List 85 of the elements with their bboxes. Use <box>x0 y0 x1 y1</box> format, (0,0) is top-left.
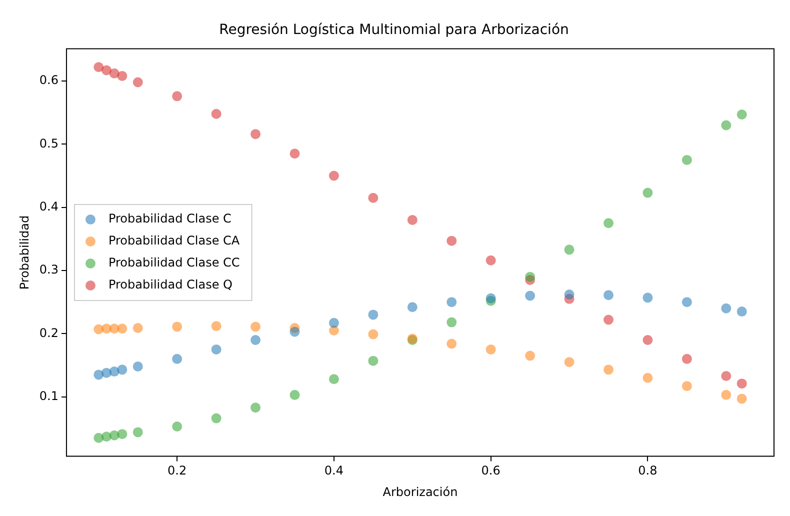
point <box>211 344 222 354</box>
point <box>446 338 457 349</box>
point <box>250 129 261 140</box>
point <box>132 322 143 333</box>
point <box>132 427 143 438</box>
y-tick-label: 0.6 <box>39 73 58 88</box>
point <box>564 357 574 368</box>
point <box>94 62 104 72</box>
point <box>328 170 339 181</box>
x-tick-label: 0.8 <box>638 464 658 478</box>
x-tick-label: 0.6 <box>481 464 500 478</box>
point <box>132 77 143 88</box>
point <box>172 322 182 332</box>
point <box>250 334 261 345</box>
point <box>721 303 732 314</box>
point <box>736 378 747 389</box>
point <box>101 65 112 76</box>
x-tick-label: 0.4 <box>324 464 344 478</box>
point <box>525 272 536 282</box>
point <box>368 192 378 203</box>
point <box>603 314 614 325</box>
point <box>290 148 300 159</box>
point <box>603 290 614 300</box>
point <box>682 381 692 392</box>
point <box>525 290 536 301</box>
point <box>250 322 261 332</box>
point <box>109 68 120 78</box>
legend-label: Probabilidad Clase CC <box>108 256 240 270</box>
point <box>407 302 418 312</box>
legend-label: Probabilidad Clase Q <box>108 278 232 292</box>
x-axis-title: Arborización <box>382 484 458 499</box>
point <box>682 297 692 308</box>
point <box>736 394 747 404</box>
point <box>486 293 496 304</box>
point <box>172 91 182 102</box>
point <box>211 413 222 424</box>
point <box>486 344 496 354</box>
y-tick-label: 0.5 <box>39 136 58 150</box>
point <box>290 390 300 400</box>
point <box>172 354 182 364</box>
point <box>172 422 182 432</box>
point <box>328 374 339 384</box>
point <box>525 350 536 361</box>
point <box>721 120 732 130</box>
point <box>486 255 496 266</box>
point <box>446 317 457 328</box>
y-tick-label: 0.3 <box>39 262 58 277</box>
point <box>407 214 418 225</box>
point <box>446 297 457 308</box>
point <box>211 108 222 119</box>
point <box>642 188 653 198</box>
point <box>736 306 747 317</box>
point <box>446 236 457 246</box>
point <box>368 329 378 340</box>
point <box>642 334 653 345</box>
point <box>642 372 653 383</box>
point <box>736 109 747 120</box>
legend-label: Probabilidad Clase CA <box>108 234 240 248</box>
point <box>328 318 339 328</box>
chart-title: Regresión Logística Multinomial para Arborización <box>219 22 569 38</box>
point <box>368 310 378 320</box>
point <box>211 321 222 332</box>
point <box>368 356 378 366</box>
point <box>132 362 143 372</box>
point <box>682 154 692 165</box>
point <box>721 370 732 381</box>
point <box>682 354 692 364</box>
point <box>721 390 732 400</box>
point <box>290 326 300 337</box>
point <box>603 218 614 228</box>
point <box>564 244 574 255</box>
point <box>564 290 574 300</box>
legend-label: Probabilidad Clase C <box>108 212 232 226</box>
y-tick-label: 0.2 <box>39 326 58 340</box>
point <box>642 292 653 303</box>
point <box>250 402 261 413</box>
x-tick-label: 0.2 <box>168 464 187 478</box>
point <box>603 364 614 375</box>
y-axis-title: Probabilidad <box>17 215 32 290</box>
point <box>117 364 128 375</box>
point <box>117 70 128 81</box>
point <box>117 429 128 440</box>
y-tick-label: 0.4 <box>39 199 58 214</box>
point <box>117 324 128 334</box>
y-tick-label: 0.1 <box>39 388 58 403</box>
